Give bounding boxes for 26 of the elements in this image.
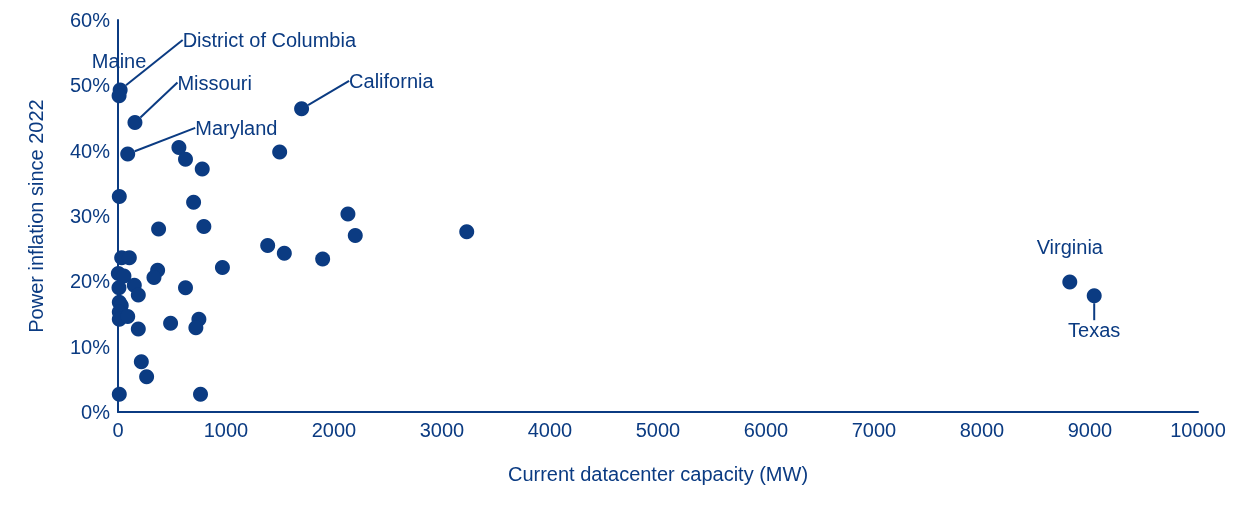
x-tick-label: 7000 [851, 419, 897, 441]
y-tick-label: 10% [69, 335, 111, 358]
annotation: Virginia [1036, 236, 1104, 259]
annotation: California [349, 69, 435, 92]
y-tick-label: 30% [69, 205, 111, 227]
x-tick-label: 3000 [419, 419, 465, 441]
y-tick-label: 40% [69, 139, 111, 162]
x-tick-label: 10000 [1170, 419, 1226, 441]
x-tick-label: 6000 [743, 419, 789, 441]
annotation: Texas [1068, 319, 1121, 342]
y-tick-label: 60% [69, 9, 111, 31]
y-tick-label: 50% [69, 74, 111, 97]
x-tick-label: 2000 [311, 419, 357, 441]
x-tick-label: 5000 [635, 419, 681, 441]
annotation: District of Columbia [182, 28, 357, 51]
y-tick-label: 20% [69, 270, 111, 293]
x-tick-label: 4000 [527, 419, 573, 441]
x-tick-label: 8000 [959, 419, 1005, 441]
annotation: Missouri [177, 71, 252, 94]
x-axis-title: Current datacenter capacity (MW) [507, 463, 809, 485]
y-tick-label: 0% [81, 401, 111, 423]
y-axis-title: Power inflation since 2022 [25, 99, 47, 333]
x-tick-label: 1000 [203, 419, 249, 441]
annotation: Maryland [195, 116, 278, 139]
x-tick-label: 0 [112, 419, 124, 441]
x-tick-label: 9000 [1067, 419, 1113, 441]
